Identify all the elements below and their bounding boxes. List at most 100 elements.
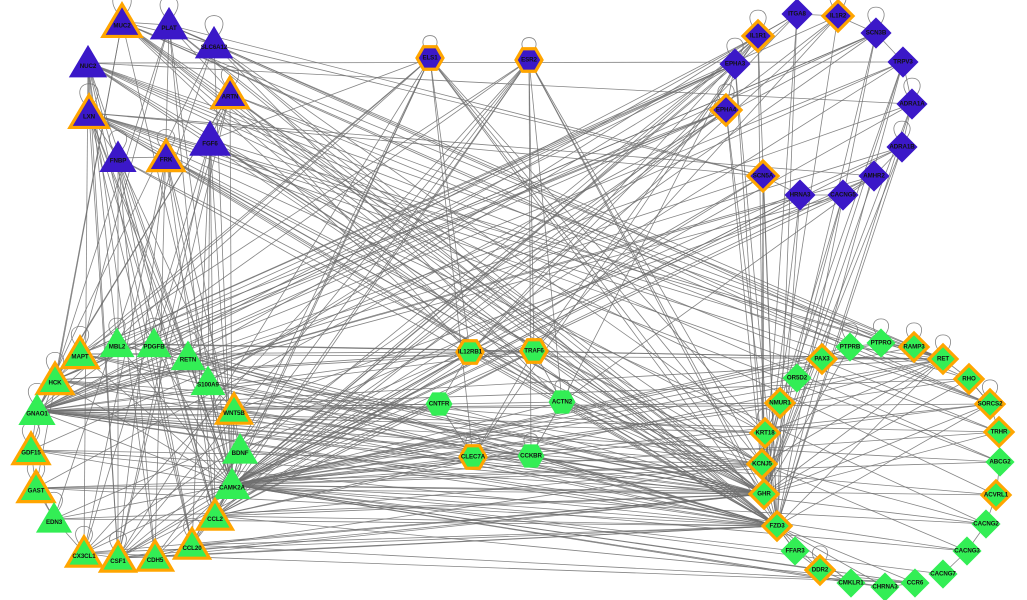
- graph-node-trpv3[interactable]: TRPV3: [883, 42, 923, 82]
- node-shape-diamond: [952, 536, 982, 566]
- edge: [776, 358, 944, 527]
- edge: [121, 21, 944, 360]
- edge: [87, 61, 904, 64]
- edge: [165, 156, 216, 517]
- edge: [209, 139, 765, 495]
- edge: [763, 61, 904, 495]
- edge: [108, 317, 126, 336]
- graph-node-cntfr[interactable]: CNTFR: [421, 386, 457, 422]
- edge: [763, 103, 913, 495]
- edge: [154, 525, 778, 558]
- graph-node-plat[interactable]: PLAT: [148, 4, 191, 47]
- graph-node-itga8[interactable]: ITGA8: [777, 0, 817, 34]
- edge: [429, 57, 765, 495]
- edge: [764, 432, 778, 527]
- edge: [112, 0, 132, 13]
- edge: [121, 21, 764, 177]
- graph-node-traf6[interactable]: TRAF6: [516, 333, 552, 369]
- edge: [776, 103, 913, 527]
- graph-node-ccr6[interactable]: CCR6: [896, 564, 934, 600]
- edge: [117, 484, 233, 559]
- node-shape-diamond: [782, 363, 812, 393]
- graph-node-frk[interactable]: FRK: [145, 136, 187, 178]
- edge: [561, 175, 875, 403]
- graph-node-wnt5b[interactable]: WNT5B: [213, 390, 255, 431]
- graph-node-gnao1[interactable]: GNAO1: [16, 390, 58, 432]
- node-shape-diamond: [748, 416, 782, 450]
- edge: [116, 63, 736, 345]
- edge: [53, 43, 215, 520]
- edge: [191, 525, 778, 546]
- graph-node-nuc2[interactable]: NUC2: [67, 42, 110, 85]
- edge: [903, 77, 921, 96]
- edge: [35, 21, 123, 489]
- edge: [829, 0, 847, 8]
- edge: [168, 24, 765, 495]
- edge: [83, 62, 89, 554]
- graph-node-hrna3[interactable]: HRNA3: [780, 175, 820, 215]
- graph-node-muc2[interactable]: MUC2: [100, 0, 144, 44]
- graph-node-epha3[interactable]: EPHA3: [715, 44, 755, 84]
- edge: [88, 112, 193, 546]
- graph-node-els1[interactable]: ELS1: [412, 40, 448, 76]
- edge: [231, 358, 823, 486]
- graph-node-clec7a[interactable]: CLEC7A: [455, 439, 491, 475]
- node-shape-triangle: [18, 393, 56, 425]
- edge: [153, 109, 727, 345]
- edge: [231, 377, 798, 486]
- graph-node-fnbp[interactable]: FNBP: [97, 137, 139, 179]
- graph-node-amhr2[interactable]: AMHR2: [854, 156, 894, 196]
- edge: [35, 487, 765, 495]
- edge: [763, 194, 844, 495]
- edge: [88, 112, 189, 358]
- edge: [757, 35, 765, 495]
- edge: [472, 350, 535, 458]
- graph-node-cckbr[interactable]: CCKBR: [513, 438, 549, 474]
- edge: [117, 93, 231, 559]
- edge: [763, 346, 851, 495]
- graph-node-slc6a12[interactable]: SLC6A12: [193, 23, 236, 66]
- graph-node-actn2[interactable]: ACTN2: [544, 384, 580, 420]
- edge: [88, 112, 1000, 433]
- node-shape-triangle: [99, 327, 135, 358]
- graph-node-fgf6[interactable]: FGF6: [187, 117, 233, 163]
- edge: [30, 61, 904, 451]
- node-shape-triangle: [67, 91, 111, 130]
- graph-node-gdf15[interactable]: GDF15: [10, 429, 52, 471]
- node-shape-hexagon: [514, 47, 544, 73]
- graph-node-mbl2[interactable]: MBL2: [97, 324, 137, 364]
- graph-node-scn5a[interactable]: SCN5A: [743, 156, 783, 196]
- node-shape-triangle: [99, 140, 137, 172]
- node-shape-diamond: [887, 46, 919, 78]
- graph-node-cmklr1[interactable]: CMKLR1: [832, 564, 870, 600]
- graph-node-ccl20[interactable]: CCL20: [171, 525, 213, 566]
- edge: [523, 433, 539, 450]
- node-shape-hexagon: [519, 338, 549, 364]
- edge: [154, 493, 765, 558]
- graph-node-artn[interactable]: ARTN: [209, 73, 251, 115]
- edge: [239, 449, 765, 495]
- graph-node-cdh5[interactable]: CDH5: [134, 537, 176, 578]
- graph-node-epha4[interactable]: EPHA4: [706, 90, 746, 130]
- edge: [79, 109, 727, 355]
- graph-node-il12rb1[interactable]: IL12RB1: [452, 334, 488, 370]
- graph-node-csf1[interactable]: CSF1: [97, 538, 139, 579]
- edge: [214, 109, 727, 517]
- edge: [121, 21, 851, 348]
- graph-node-esr2[interactable]: ESR2: [511, 42, 547, 78]
- graph-node-lxn[interactable]: LXN: [67, 91, 111, 135]
- edge: [206, 489, 224, 508]
- edge: [214, 463, 763, 517]
- node-shape-triangle: [100, 0, 144, 39]
- node-shape-triangle: [34, 360, 76, 396]
- node-shape-hexagon: [548, 390, 576, 414]
- edge: [109, 531, 127, 550]
- edge: [87, 62, 913, 105]
- graph-node-il1r2[interactable]: IL1R2: [818, 0, 858, 36]
- edge: [117, 157, 235, 411]
- graph-node-adra1a[interactable]: ADRA1A: [892, 84, 932, 124]
- edge: [36, 43, 215, 412]
- edge: [156, 129, 176, 149]
